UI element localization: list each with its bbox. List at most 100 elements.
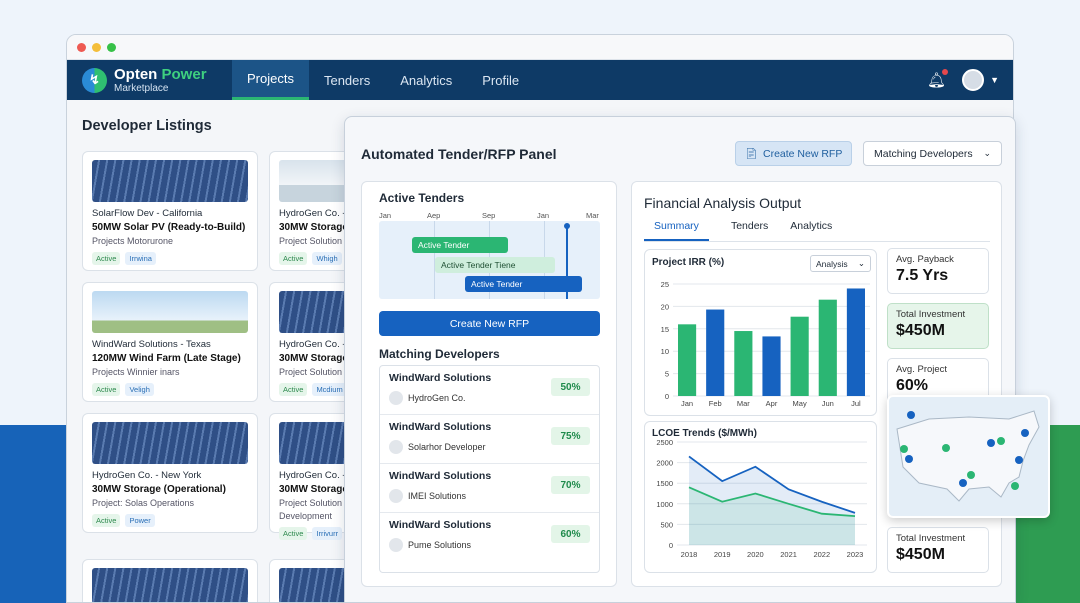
x-tick-label: 2023 <box>847 550 864 559</box>
bell-icon[interactable]: 🔔︎ <box>927 69 949 89</box>
list-item[interactable]: WindWard Solutions IMEI Solutions 70% <box>380 464 599 513</box>
listing-image <box>92 291 248 333</box>
bar <box>818 299 837 396</box>
timeline-month: Mar <box>586 211 599 220</box>
notification-badge <box>942 69 949 75</box>
y-tick-label: 5 <box>665 370 669 379</box>
listing-developer: HydroGen Co. - <box>279 339 346 350</box>
listing-image <box>92 568 248 602</box>
developer-sub: Solarhor Developer <box>408 442 486 452</box>
tender-timeline: Jan Aep Sep Jan Mar Active Tender Active… <box>379 211 600 299</box>
listing-developer: HydroGen Co. - New York <box>92 470 202 481</box>
tag-badge: Power <box>125 514 155 527</box>
avatar[interactable] <box>962 69 985 91</box>
tender-bar[interactable]: Active Tender <box>412 237 508 253</box>
tab-summary[interactable]: Summary <box>644 220 709 241</box>
minimize-dot[interactable] <box>92 42 101 52</box>
today-marker <box>566 225 568 299</box>
map-pin-icon <box>900 437 1019 490</box>
company-icon <box>389 489 403 503</box>
y-tick-label: 10 <box>661 347 669 356</box>
chevron-down-icon: ⌄ <box>857 258 865 268</box>
kpi-avg-payback: Avg. Payback 7.5 Yrs <box>887 248 989 294</box>
create-new-rfp-button[interactable]: Create New RFP <box>379 311 600 336</box>
tab-tenders[interactable]: Tenders <box>730 220 769 232</box>
logo-name: Opten <box>114 65 158 83</box>
tenders-subpanel: Active Tenders Jan Aep Sep Jan Mar Activ… <box>361 181 617 587</box>
company-icon <box>389 538 403 552</box>
listing-card[interactable] <box>82 559 258 602</box>
y-tick-label: 1000 <box>656 500 673 509</box>
bar <box>762 336 781 396</box>
listing-card[interactable]: SolarFlow Dev - California 50MW Solar PV… <box>82 151 258 271</box>
x-tick-label: 2019 <box>714 550 731 559</box>
list-item[interactable]: WindWard Solutions HydroGen Co. 50% <box>380 366 599 415</box>
irr-select[interactable]: Analysis ⌄ <box>810 255 871 272</box>
series-area <box>689 487 855 545</box>
status-badge: Active <box>279 383 308 396</box>
timeline-month: Sep <box>482 211 496 220</box>
kpi-label: Avg. Project <box>896 364 948 375</box>
y-tick-label: 25 <box>661 280 669 289</box>
project-map[interactable] <box>887 395 1050 518</box>
tab-analytics[interactable]: Analytics <box>790 220 833 232</box>
close-dot[interactable] <box>77 42 86 52</box>
active-tenders-title: Active Tenders <box>379 191 465 205</box>
developer-name: WindWard Solutions <box>389 519 492 531</box>
tab-tenders[interactable]: Tenders <box>323 72 371 88</box>
matching-developers-dropdown[interactable]: Matching Developers ⌄ <box>863 141 1002 166</box>
tender-bar[interactable]: Active Tender Tiene <box>435 257 555 273</box>
list-item[interactable]: WindWard Solutions Solarhor Developer 75% <box>380 415 599 464</box>
logo[interactable]: ↯ Opten Power Marketplace <box>67 67 232 94</box>
status-badge: Active <box>92 383 121 396</box>
listing-developer: HydroGen Co. - <box>279 470 346 481</box>
irr-chart-card: Project IRR (%) Analysis ⌄ 0 5 10 15 20 25 Jan F… <box>644 249 877 416</box>
status-badge: Active <box>92 514 121 527</box>
tab-projects[interactable]: Projects <box>232 60 309 100</box>
status-badge: Active <box>279 527 308 540</box>
y-tick-label: 15 <box>661 325 669 334</box>
list-item[interactable]: WindWard Solutions Pume Solutions 60% <box>380 513 599 562</box>
tag-badge: Veligh <box>125 383 154 396</box>
top-nav: ↯ Opten Power Marketplace Projects Tende… <box>67 60 1013 100</box>
listing-project: 30MW Storage (Operational) <box>92 484 226 495</box>
chevron-down-icon: ⌄ <box>983 148 991 158</box>
tender-bar[interactable]: Active Tender <box>465 276 582 292</box>
document-icon: 📄︎ <box>744 148 758 160</box>
listing-project: 30MW Storage <box>279 484 348 495</box>
create-rfp-button[interactable]: 📄︎ Create New RFP <box>735 141 852 166</box>
listing-project: 30MW Storage <box>279 222 348 233</box>
y-tick-label: 20 <box>661 302 669 311</box>
financial-title: Financial Analysis Output <box>644 195 802 211</box>
create-rfp-label: Create New RFP <box>762 147 843 160</box>
financial-tabs: Summary Tenders Analytics <box>644 220 990 242</box>
listing-card[interactable]: WindWard Solutions - Texas 120MW Wind Fa… <box>82 282 258 402</box>
tab-analytics[interactable]: Analytics <box>400 72 453 88</box>
logo-name-accent: Power <box>161 65 207 83</box>
listing-project: 50MW Solar PV (Ready-to-Build) <box>92 222 246 233</box>
x-tick-label: 2020 <box>747 550 764 559</box>
x-tick-label: Feb <box>709 399 722 408</box>
listing-detail: Project Solution <box>279 498 343 508</box>
match-percent: 70% <box>551 476 590 494</box>
matching-developers-title: Matching Developers <box>379 347 500 361</box>
listing-card[interactable]: HydroGen Co. - New York 30MW Storage (Op… <box>82 413 258 533</box>
irr-select-value: Analysis <box>816 258 848 269</box>
match-percent: 50% <box>551 378 590 396</box>
listing-detail: Project: Solas Operations <box>92 498 195 508</box>
listing-developer: SolarFlow Dev - California <box>92 208 203 219</box>
x-tick-label: May <box>793 399 807 408</box>
kpi-value: 60% <box>896 377 929 394</box>
maximize-dot[interactable] <box>107 42 116 52</box>
timeline-month: Jan <box>537 211 550 220</box>
chevron-down-icon[interactable]: ▼ <box>990 75 999 85</box>
listing-detail: Project Solution <box>279 367 343 377</box>
y-tick-label: 2500 <box>656 438 673 447</box>
logo-subtitle: Marketplace <box>114 82 169 94</box>
irr-chart-title: Project IRR (%) <box>652 257 725 268</box>
timeline-month: Jan <box>379 211 392 220</box>
tab-profile[interactable]: Profile <box>482 72 520 88</box>
dropdown-value: Matching Developers <box>874 147 973 160</box>
kpi-value: $450M <box>896 322 945 339</box>
kpi-label: Avg. Payback <box>896 254 954 265</box>
